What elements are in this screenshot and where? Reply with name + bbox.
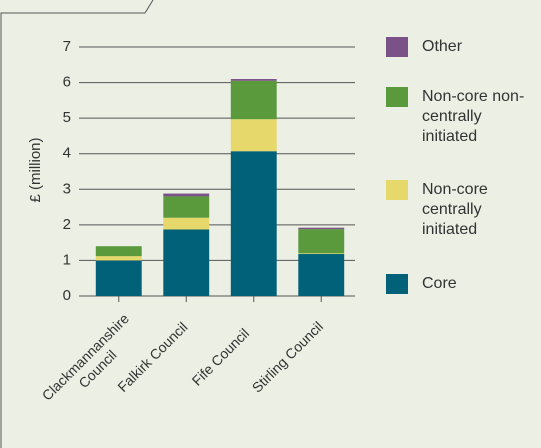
- y-tick-label: 6: [63, 74, 71, 91]
- bar-segment: [95, 246, 142, 257]
- y-tick-label: 0: [63, 287, 71, 304]
- legend-label: Non-core centrally initiated: [422, 181, 488, 238]
- bar-segment: [230, 119, 277, 152]
- y-tick-label: 5: [63, 109, 71, 126]
- frame: [0, 0, 154, 448]
- bar-segment: [298, 227, 345, 230]
- bar-segment: [230, 80, 277, 120]
- bar-segment: [163, 193, 210, 197]
- legend-swatch: [386, 180, 408, 200]
- legend-swatch: [386, 274, 408, 294]
- y-tick-label: 7: [63, 38, 71, 55]
- legend-swatch: [386, 87, 408, 107]
- y-tick-label: 3: [63, 180, 71, 197]
- y-tick-label: 1: [63, 251, 71, 268]
- bar-segment: [95, 256, 142, 261]
- bar-segment: [95, 260, 142, 296]
- y-tick-label: 2: [63, 216, 71, 233]
- bar-segment: [163, 229, 210, 296]
- legend-swatch: [386, 37, 408, 57]
- bar-segment: [163, 196, 210, 218]
- legend-label: Core: [422, 275, 457, 292]
- bar-segment: [298, 253, 345, 255]
- legend-label: Non-core non-centrally initiated: [422, 88, 525, 145]
- y-axis-label: £ (million): [27, 137, 44, 202]
- legend-label: Other: [422, 38, 463, 55]
- bar-segment: [163, 217, 210, 230]
- bar-segment: [298, 254, 345, 296]
- bar-segment: [298, 229, 345, 254]
- bar-segment: [230, 79, 277, 81]
- y-tick-label: 4: [63, 145, 71, 162]
- bar-segment: [230, 151, 277, 296]
